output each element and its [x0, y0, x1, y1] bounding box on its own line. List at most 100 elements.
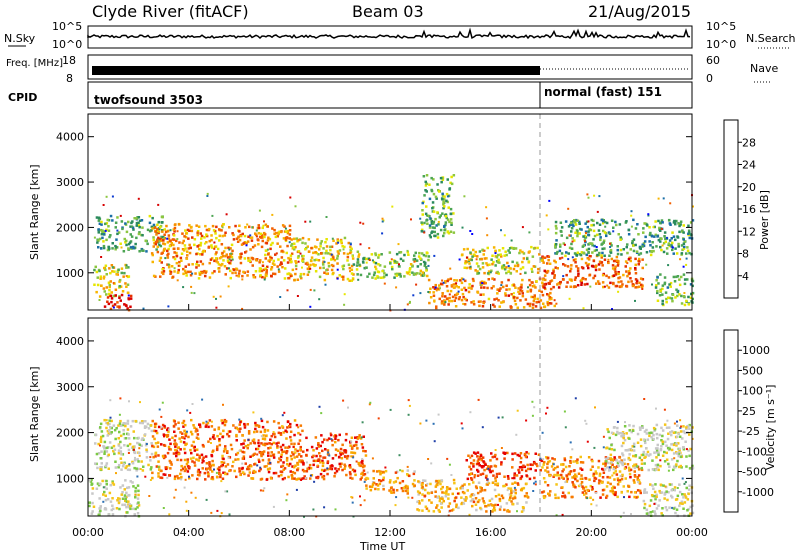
scatter-cell: [336, 262, 339, 265]
scatter-cell: [198, 456, 201, 459]
scatter-cell: [126, 283, 130, 286]
scatter-cell: [460, 277, 464, 280]
scatter-cell: [677, 465, 681, 469]
scatter-cell: [655, 456, 658, 459]
scatter-cell: [232, 238, 236, 241]
scatter-cell: [157, 203, 160, 206]
scatter-cell: [289, 275, 292, 278]
scatter-cell: [181, 422, 184, 424]
scatter-cell: [245, 242, 248, 245]
scatter-cell: [422, 260, 426, 264]
scatter-cell: [286, 446, 290, 449]
scatter-cell: [678, 448, 681, 452]
scatter-cell: [663, 281, 667, 285]
scatter-cell: [626, 274, 629, 278]
scatter-cell: [493, 488, 497, 492]
scatter-cell: [350, 264, 354, 268]
scatter-cell: [546, 406, 549, 409]
scatter-cell: [609, 246, 612, 248]
scatter-cell: [449, 277, 453, 281]
scatter-cell: [263, 220, 265, 223]
scatter-cell: [163, 242, 167, 246]
scatter-cell: [236, 240, 240, 243]
scatter-cell: [487, 503, 490, 507]
scatter-cell: [118, 507, 121, 511]
scatter-cell: [634, 286, 637, 289]
scatter-cell: [143, 425, 147, 428]
scatter-cell: [264, 223, 268, 226]
scatter-cell: [514, 303, 518, 306]
scatter-cell: [686, 498, 690, 501]
scatter-cell: [451, 295, 455, 299]
scatter-cell: [137, 221, 140, 224]
scatter-cell: [105, 228, 108, 232]
scatter-cell: [279, 445, 283, 449]
scatter-cell: [99, 466, 102, 468]
scatter-cell: [684, 494, 687, 498]
scatter-cell: [469, 265, 472, 268]
scatter-cell: [675, 252, 679, 255]
scatter-cell: [469, 251, 472, 254]
scatter-cell: [647, 513, 650, 516]
scatter-cell: [343, 463, 346, 466]
scatter-cell: [312, 449, 315, 452]
scatter-cell: [276, 265, 279, 268]
scatter-cell: [148, 495, 151, 497]
scatter-cell: [273, 232, 276, 235]
scatter-cell: [170, 463, 173, 466]
scatter-cell: [642, 227, 645, 230]
scatter-cell: [448, 487, 452, 490]
scatter-cell: [675, 219, 678, 223]
scatter-cell: [344, 438, 348, 442]
scatter-cell: [584, 476, 587, 480]
scatter-cell: [191, 460, 194, 463]
scatter-cell: [350, 279, 353, 282]
scatter-cell: [485, 510, 488, 513]
scatter-cell: [614, 265, 617, 268]
scatter-cell: [354, 436, 357, 439]
scatter-cell: [665, 451, 668, 455]
scatter-cell: [218, 270, 221, 273]
scatter-cell: [257, 232, 261, 235]
scatter-cell: [498, 499, 502, 503]
scatter-cell: [160, 427, 164, 430]
scatter-cell: [374, 265, 377, 269]
scatter-cell: [470, 301, 473, 304]
scatter-cell: [619, 238, 622, 241]
scatter-cell: [352, 278, 355, 281]
scatter-cell: [322, 256, 325, 260]
scatter-cell: [246, 223, 249, 226]
scatter-cell: [511, 497, 515, 500]
scatter-cell: [457, 290, 460, 293]
scatter-cell: [451, 492, 454, 496]
scatter-cell: [210, 477, 213, 480]
scatter-cell: [157, 460, 160, 463]
scatter-cell: [183, 235, 186, 238]
scatter-cell: [183, 451, 187, 455]
scatter-cell: [517, 290, 520, 294]
scatter-cell: [90, 478, 93, 481]
scatter-cell: [419, 292, 422, 295]
scatter-cell: [283, 225, 286, 228]
scatter-cell: [237, 235, 240, 238]
scatter-cell: [407, 399, 410, 402]
scatter-cell: [107, 432, 110, 436]
scatter-cell: [666, 236, 668, 239]
scatter-cell: [282, 237, 286, 240]
scatter-cell: [661, 507, 664, 510]
scatter-cell: [429, 296, 433, 299]
scatter-cell: [304, 220, 307, 223]
scatter-cell: [153, 425, 157, 429]
scatter-cell: [508, 498, 511, 502]
scatter-cell: [381, 269, 384, 273]
scatter-cell: [595, 282, 598, 285]
scatter-cell: [449, 267, 452, 270]
scatter-cell: [293, 248, 296, 251]
scatter-cell: [388, 489, 391, 492]
scatter-cell: [482, 464, 485, 468]
scatter-cell: [440, 479, 443, 482]
scatter-cell: [510, 491, 513, 494]
scatter-cell: [594, 477, 598, 480]
scatter-cell: [651, 246, 655, 249]
scatter-cell: [113, 270, 116, 273]
